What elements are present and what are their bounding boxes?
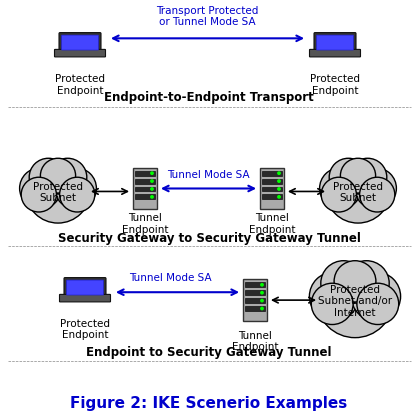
FancyBboxPatch shape (59, 33, 101, 53)
Circle shape (278, 180, 280, 183)
Circle shape (151, 188, 153, 191)
Circle shape (309, 272, 359, 321)
FancyBboxPatch shape (245, 299, 265, 303)
Circle shape (334, 261, 376, 302)
FancyBboxPatch shape (310, 50, 360, 58)
Circle shape (20, 169, 61, 209)
FancyBboxPatch shape (62, 36, 98, 51)
Circle shape (261, 284, 263, 286)
Text: Protected
Subnet: Protected Subnet (33, 181, 83, 203)
Circle shape (49, 159, 87, 197)
Text: Protected
Endpoint: Protected Endpoint (55, 74, 105, 95)
Circle shape (151, 196, 153, 199)
FancyBboxPatch shape (54, 50, 106, 58)
Circle shape (26, 161, 90, 223)
FancyBboxPatch shape (135, 179, 155, 184)
Circle shape (55, 169, 96, 209)
Text: Protected
Endpoint: Protected Endpoint (60, 318, 110, 339)
Circle shape (261, 300, 263, 302)
Text: Endpoint-to-Endpoint Transport: Endpoint-to-Endpoint Transport (104, 90, 314, 103)
FancyBboxPatch shape (59, 294, 111, 302)
Circle shape (326, 161, 390, 223)
Circle shape (329, 159, 367, 197)
Circle shape (320, 169, 361, 209)
Circle shape (321, 178, 357, 212)
Text: Tunnel Mode SA: Tunnel Mode SA (167, 169, 250, 179)
Circle shape (278, 188, 280, 191)
Text: Protected
Subnet: Protected Subnet (333, 181, 383, 203)
Circle shape (151, 173, 153, 175)
Circle shape (29, 159, 67, 197)
Circle shape (21, 178, 57, 212)
Text: Protected
Endpoint: Protected Endpoint (310, 74, 360, 95)
Text: Tunnel
Endpoint: Tunnel Endpoint (122, 213, 168, 234)
Circle shape (357, 284, 399, 325)
FancyBboxPatch shape (135, 187, 155, 192)
FancyBboxPatch shape (245, 290, 265, 295)
FancyBboxPatch shape (245, 282, 265, 287)
FancyBboxPatch shape (135, 195, 155, 200)
Text: Transport Protected
or Tunnel Mode SA: Transport Protected or Tunnel Mode SA (156, 6, 259, 27)
Text: Tunnel
Endpoint: Tunnel Endpoint (249, 213, 295, 234)
Circle shape (321, 261, 366, 306)
Circle shape (349, 159, 387, 197)
FancyBboxPatch shape (133, 169, 157, 210)
Circle shape (344, 261, 389, 306)
FancyBboxPatch shape (262, 195, 282, 200)
Circle shape (261, 308, 263, 310)
Circle shape (340, 159, 375, 194)
FancyBboxPatch shape (64, 278, 106, 298)
Text: Protected
Subnet and/or
Internet: Protected Subnet and/or Internet (318, 284, 392, 317)
Circle shape (151, 180, 153, 183)
FancyBboxPatch shape (260, 169, 284, 210)
Circle shape (261, 292, 263, 294)
Circle shape (355, 169, 396, 209)
Circle shape (351, 272, 401, 321)
FancyBboxPatch shape (262, 171, 282, 176)
Text: Tunnel Mode SA: Tunnel Mode SA (129, 273, 211, 282)
Circle shape (317, 263, 393, 338)
Circle shape (59, 178, 95, 212)
Circle shape (40, 159, 75, 194)
FancyBboxPatch shape (245, 306, 265, 311)
FancyBboxPatch shape (262, 187, 282, 192)
Circle shape (278, 173, 280, 175)
FancyBboxPatch shape (262, 179, 282, 184)
FancyBboxPatch shape (243, 280, 267, 321)
Text: Figure 2: IKE Scenerio Examples: Figure 2: IKE Scenerio Examples (70, 395, 348, 410)
Text: Security Gateway to Security Gateway Tunnel: Security Gateway to Security Gateway Tun… (57, 231, 360, 244)
FancyBboxPatch shape (316, 36, 354, 51)
Circle shape (278, 196, 280, 199)
Circle shape (360, 178, 395, 212)
Text: Tunnel
Endpoint: Tunnel Endpoint (232, 330, 278, 351)
FancyBboxPatch shape (314, 33, 356, 53)
FancyBboxPatch shape (135, 171, 155, 176)
FancyBboxPatch shape (67, 280, 103, 295)
Text: Endpoint to Security Gateway Tunnel: Endpoint to Security Gateway Tunnel (86, 345, 332, 358)
Circle shape (311, 284, 353, 325)
